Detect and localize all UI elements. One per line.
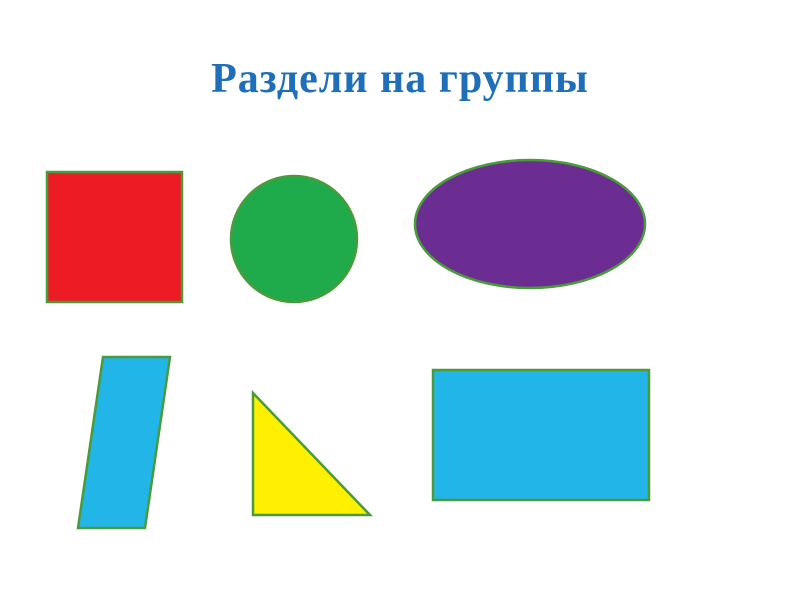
cyan-rectangle: [0, 0, 800, 600]
cyan-rectangle-shape: [433, 370, 649, 500]
